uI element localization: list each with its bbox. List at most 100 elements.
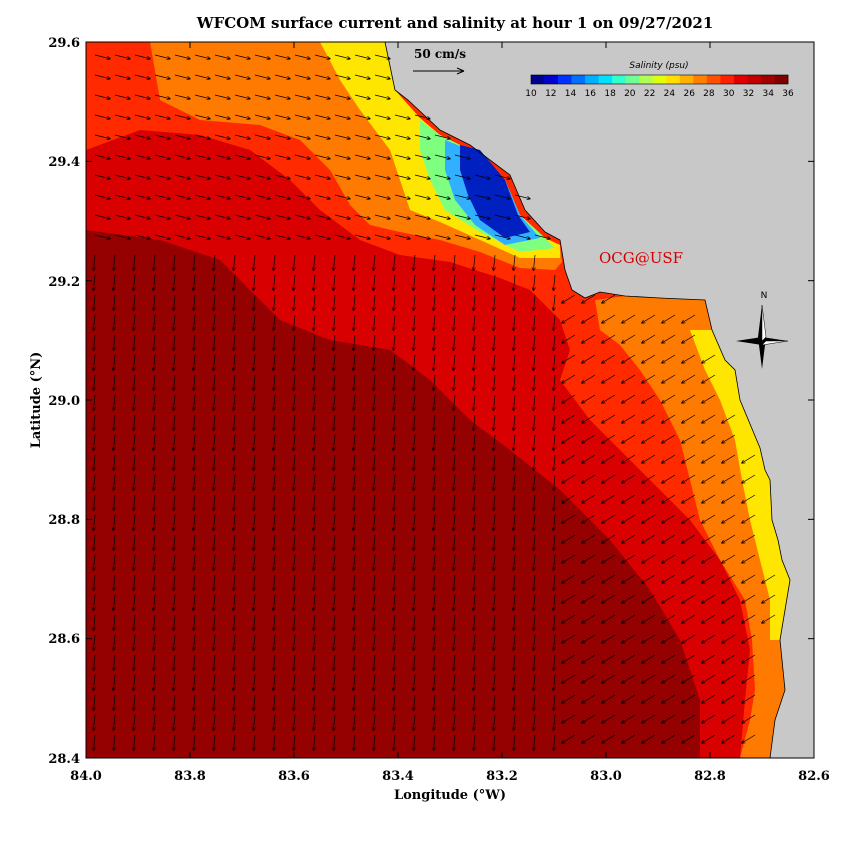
current-vector [681,554,696,564]
current-vector [511,554,516,572]
current-vector [451,294,456,312]
current-vector [581,714,596,724]
current-vector [251,554,256,572]
current-vector [371,674,376,692]
current-vector [551,314,556,332]
current-vector [411,654,416,672]
current-vector [131,474,136,492]
current-vector [114,174,131,181]
current-vector [111,474,116,492]
current-vector [211,274,216,292]
current-vector [721,594,736,604]
current-vector [351,274,356,292]
current-vector [374,194,391,201]
colorbar-label: 16 [585,89,597,99]
current-vector [334,194,351,201]
current-vector [621,614,636,624]
current-vector [271,674,276,692]
current-vector [191,494,196,512]
current-vector [111,554,116,572]
current-vector [701,634,716,644]
current-vector [331,574,336,592]
current-vector [451,354,456,372]
current-vector [491,494,496,512]
current-vector [174,134,191,141]
current-vector [351,614,356,632]
current-vector [681,694,696,704]
current-vector [741,734,756,744]
current-vector [154,94,171,101]
current-vector [214,174,231,181]
current-vector [171,634,176,652]
current-vector [741,714,756,724]
current-vector [351,534,356,552]
current-vector [701,494,716,504]
colorbar-label: 20 [624,89,636,99]
current-vector [91,374,96,392]
current-vector [561,614,576,624]
current-vector [231,334,236,352]
current-vector [701,374,716,384]
current-vector [451,574,456,592]
current-vector [131,334,136,352]
current-vector [91,534,96,552]
current-vector [661,574,676,584]
current-vector [171,654,176,672]
current-vector [414,134,431,141]
current-vector [254,94,271,101]
current-vector [314,74,331,81]
current-vector [131,374,136,392]
current-vector [171,734,176,752]
current-vector [231,514,236,532]
current-vector [131,654,136,672]
current-vector [681,394,696,404]
current-vector [271,314,276,332]
current-vector [621,574,636,584]
current-vector [514,234,531,241]
current-vector [531,514,536,532]
current-vector [641,394,656,404]
current-vector [251,594,256,612]
current-vector [551,554,556,572]
current-vector [134,174,151,181]
current-vector [391,414,396,432]
current-vector [434,214,451,221]
current-vector [414,214,431,221]
current-vector [471,514,476,532]
current-vector [391,514,396,532]
current-vector [431,654,436,672]
current-vector [231,574,236,592]
current-vector [531,694,536,712]
current-vector [721,554,736,564]
current-vector [511,494,516,512]
current-vector [291,314,296,332]
current-vector [561,714,576,724]
current-vector [131,694,136,712]
current-vector [531,534,536,552]
current-vector [191,514,196,532]
current-vector [681,534,696,544]
y-tick-labels: 28.4 28.6 28.8 29.0 29.2 29.4 29.6 [48,36,80,767]
current-vector [91,734,96,752]
current-vector [411,494,416,512]
current-vector [91,634,96,652]
current-vector [431,294,436,312]
current-vector [211,394,216,412]
current-vector [354,194,371,201]
current-vector [354,134,371,141]
current-vector [191,434,196,452]
current-vector [151,574,156,592]
current-vector [211,594,216,612]
current-vector [251,294,256,312]
current-vector [234,54,251,61]
current-vector [111,634,116,652]
current-vector [111,654,116,672]
current-vector [151,594,156,612]
current-vector [741,554,756,564]
current-vector [721,434,736,444]
current-vector [251,674,256,692]
current-vector [271,434,276,452]
current-vector [214,154,231,161]
current-vector [641,634,656,644]
current-vector [741,674,756,684]
